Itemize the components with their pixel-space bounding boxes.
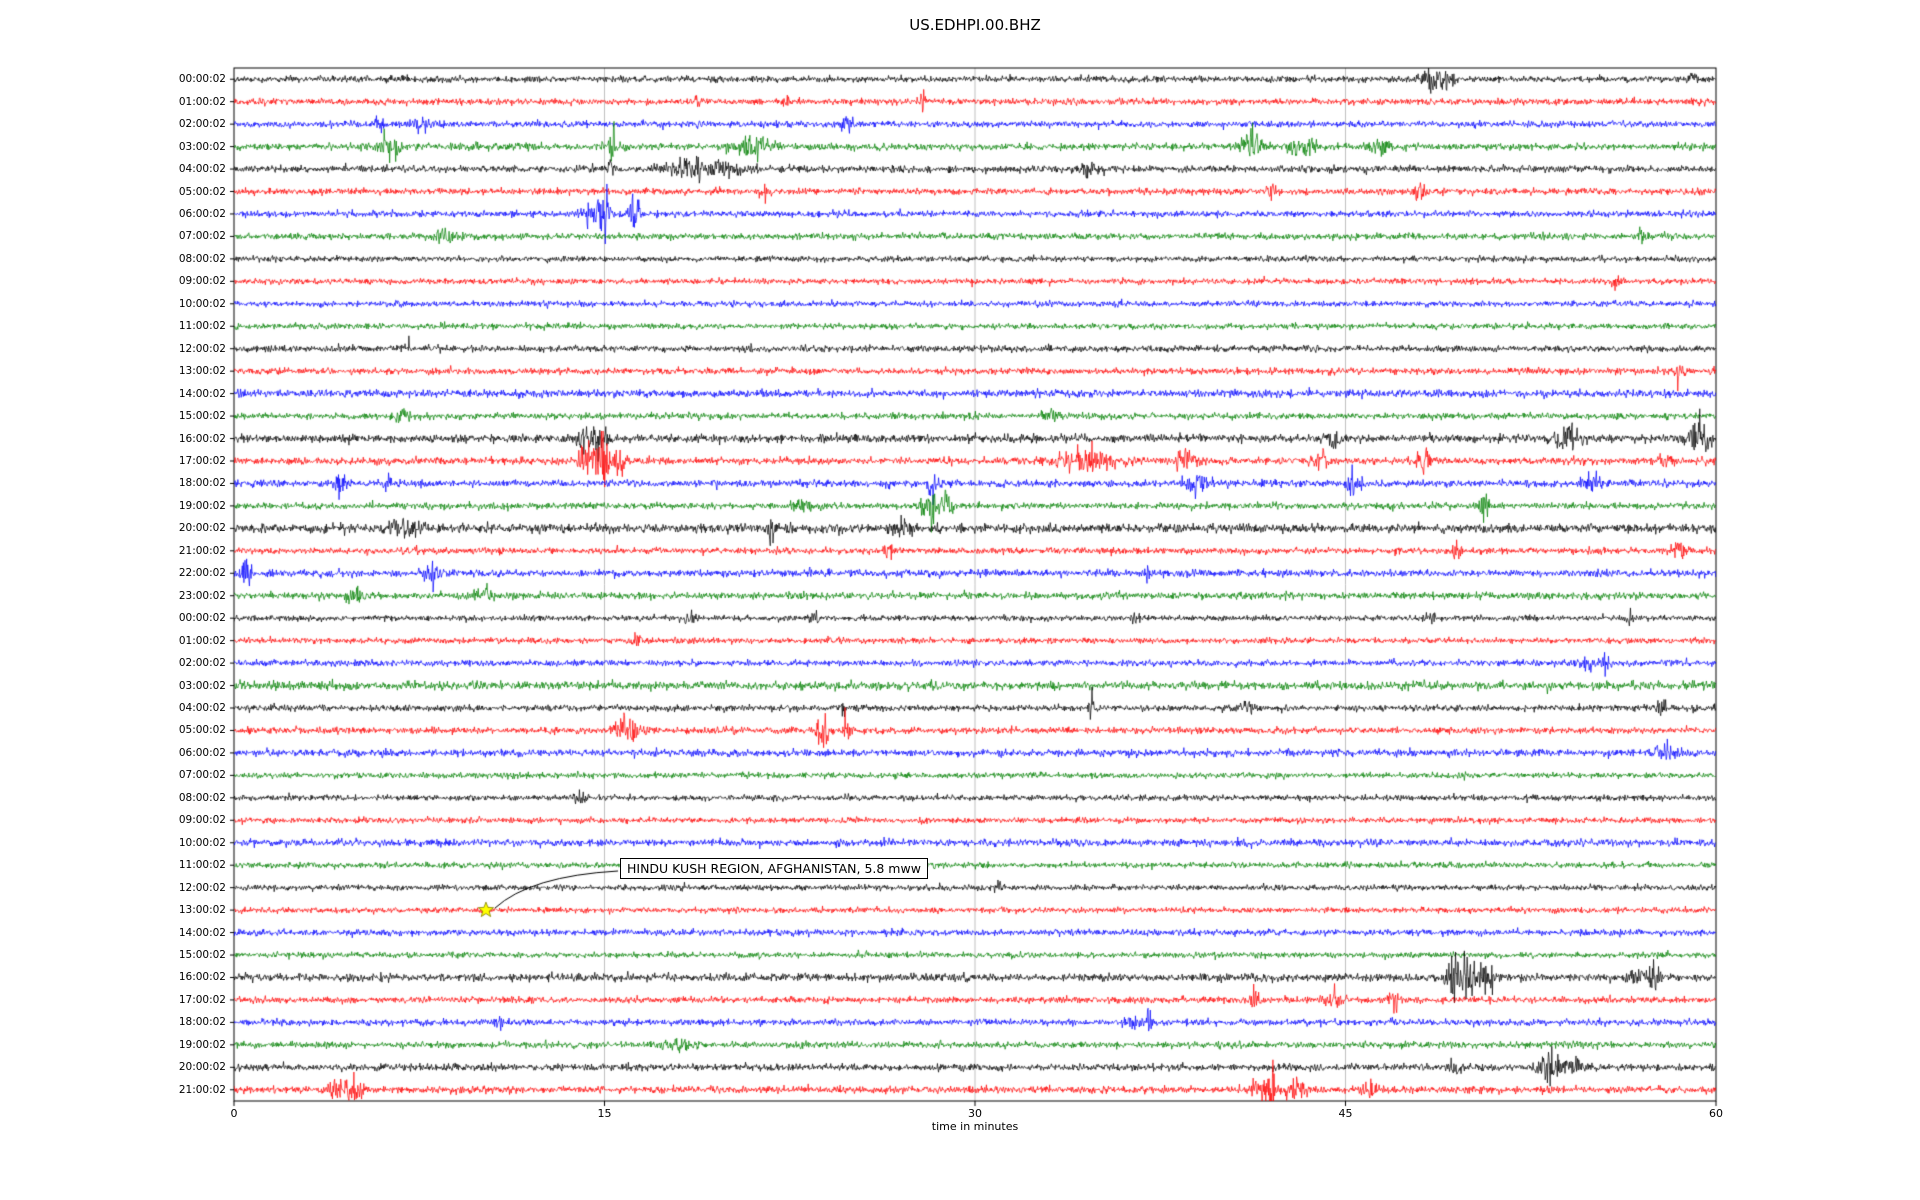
row-time-label: 18:00:02	[178, 1016, 226, 1029]
chart-title: US.EDHPI.00.BHZ	[909, 16, 1041, 34]
row-time-label: 23:00:02	[178, 589, 226, 602]
row-time-label: 19:00:02	[178, 1038, 226, 1051]
x-tick-label: 45	[1338, 1107, 1353, 1120]
row-time-label: 11:00:02	[178, 859, 226, 872]
row-time-label: 03:00:02	[178, 679, 226, 692]
row-time-label: 15:00:02	[178, 410, 226, 423]
row-time-label: 10:00:02	[178, 836, 226, 849]
x-tick-label: 30	[968, 1107, 982, 1120]
row-time-label: 16:00:02	[178, 432, 226, 445]
earthquake-annotation-box: HINDU KUSH REGION, AFGHANISTAN, 5.8 mww	[620, 858, 928, 879]
row-time-label: 05:00:02	[178, 185, 226, 198]
row-time-label: 12:00:02	[178, 881, 226, 894]
row-time-label: 04:00:02	[178, 163, 226, 176]
row-time-label: 07:00:02	[178, 230, 226, 243]
row-time-label: 21:00:02	[178, 544, 226, 557]
row-time-label: 08:00:02	[178, 791, 226, 804]
row-time-label: 18:00:02	[178, 477, 226, 490]
row-time-label: 14:00:02	[178, 926, 226, 939]
row-time-label: 06:00:02	[178, 207, 226, 220]
row-time-label: 09:00:02	[178, 275, 226, 288]
row-time-label: 17:00:02	[178, 993, 226, 1006]
row-time-label: 13:00:02	[178, 365, 226, 378]
row-time-label: 04:00:02	[178, 702, 226, 714]
row-time-label: 01:00:02	[178, 95, 226, 108]
x-axis-label: time in minutes	[931, 1120, 1019, 1133]
row-time-label: 15:00:02	[178, 949, 226, 962]
row-time-label: 03:00:02	[178, 140, 226, 153]
row-time-label: 09:00:02	[178, 814, 226, 827]
row-time-label: 10:00:02	[178, 297, 226, 310]
row-time-label: 02:00:02	[178, 657, 226, 670]
x-tick-label: 15	[597, 1107, 612, 1120]
row-time-label: 05:00:02	[178, 724, 226, 737]
row-time-label: 14:00:02	[178, 387, 226, 400]
row-time-label: 08:00:02	[178, 252, 226, 265]
row-time-label: 19:00:02	[178, 499, 226, 512]
row-time-label: 00:00:02	[178, 73, 226, 86]
row-time-label: 12:00:02	[178, 342, 226, 355]
row-time-label: 21:00:02	[178, 1083, 226, 1096]
row-time-label: 17:00:02	[178, 454, 226, 467]
row-time-label: 11:00:02	[178, 320, 226, 333]
x-tick-label: 60	[1709, 1107, 1723, 1120]
row-time-label: 01:00:02	[178, 634, 226, 647]
row-time-label: 20:00:02	[178, 1061, 226, 1074]
row-time-label: 02:00:02	[178, 118, 226, 131]
x-tick-label: 0	[230, 1107, 238, 1120]
row-time-label: 06:00:02	[178, 746, 226, 759]
earthquake-annotation-label: HINDU KUSH REGION, AFGHANISTAN, 5.8 mww	[627, 861, 921, 876]
row-time-label: 22:00:02	[178, 567, 226, 580]
row-time-label: 20:00:02	[178, 522, 226, 535]
row-time-label: 16:00:02	[178, 971, 226, 984]
row-time-label: 13:00:02	[178, 904, 226, 917]
row-time-label: 07:00:02	[178, 769, 226, 782]
row-time-label: 00:00:02	[178, 612, 226, 625]
